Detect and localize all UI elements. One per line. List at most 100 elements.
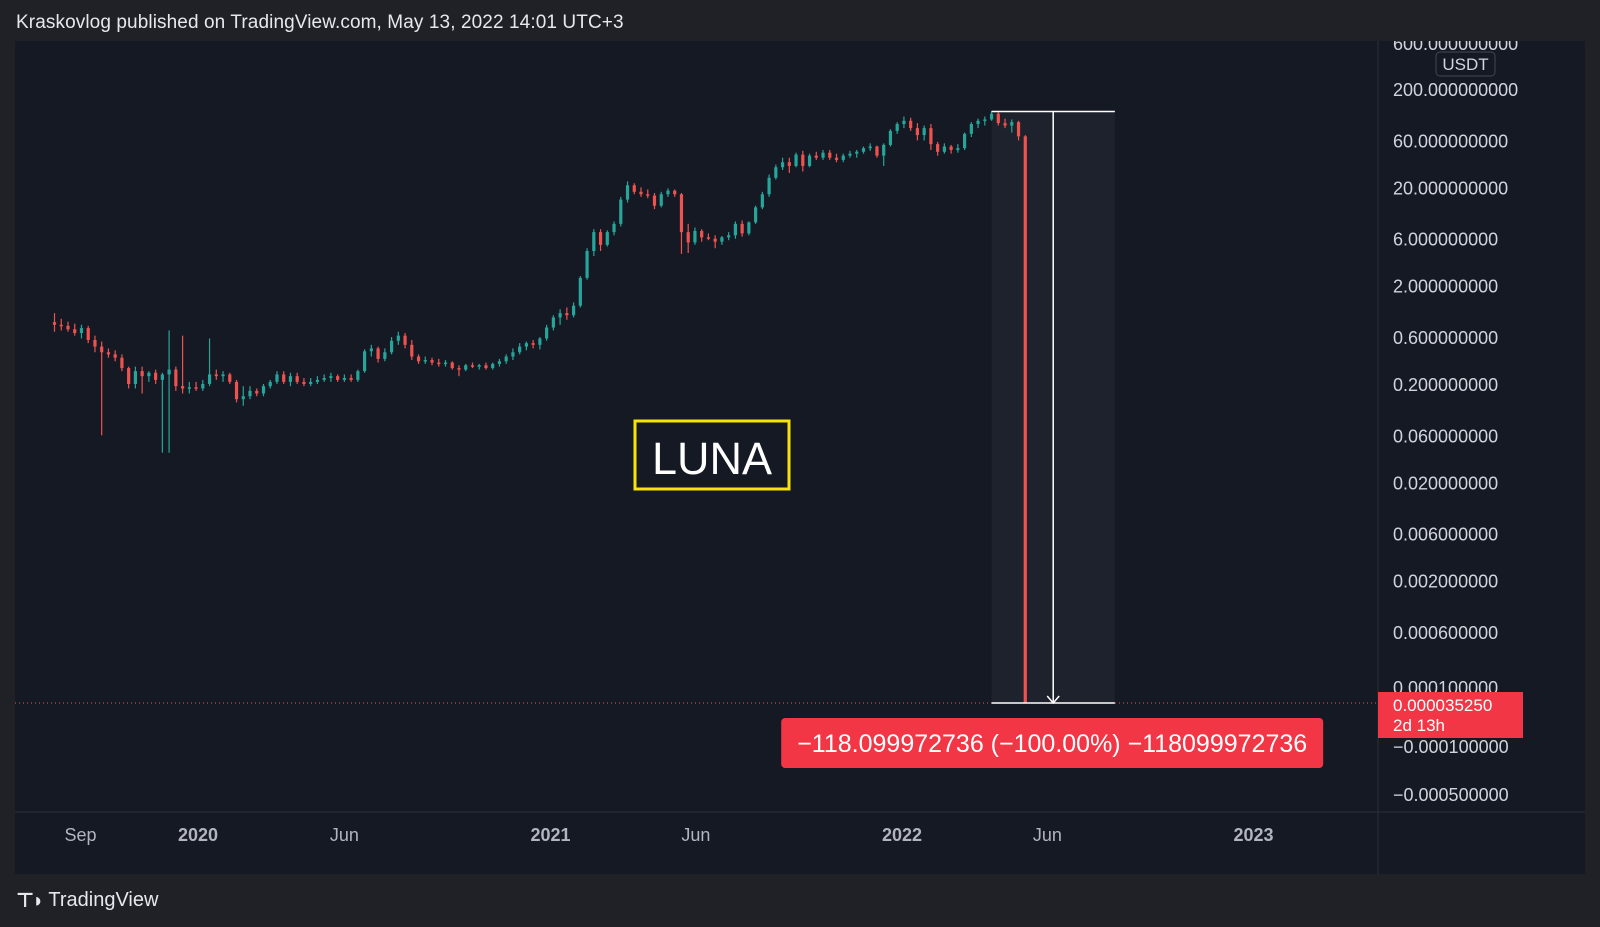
candle[interactable] xyxy=(814,151,818,160)
candle[interactable] xyxy=(201,379,205,391)
candle[interactable] xyxy=(147,371,151,382)
candle[interactable] xyxy=(956,144,960,153)
candle[interactable] xyxy=(140,366,144,394)
candle[interactable] xyxy=(255,388,259,397)
price-scale[interactable]: 600.000000000 200.000000000 60.000000000 20… xyxy=(1378,41,1523,805)
candle[interactable] xyxy=(679,193,684,254)
candle[interactable] xyxy=(571,302,576,318)
candle[interactable] xyxy=(834,153,839,163)
candle[interactable] xyxy=(821,149,825,160)
candle[interactable] xyxy=(531,339,535,349)
candle[interactable] xyxy=(518,343,522,355)
candle[interactable] xyxy=(100,341,104,436)
candle[interactable] xyxy=(180,335,185,394)
candle[interactable] xyxy=(807,153,812,168)
candle[interactable] xyxy=(174,366,178,391)
candle[interactable] xyxy=(389,337,394,355)
candle[interactable] xyxy=(538,337,542,350)
candle[interactable] xyxy=(207,338,212,387)
candle[interactable] xyxy=(342,374,346,382)
candle[interactable] xyxy=(652,193,657,210)
candle[interactable] xyxy=(700,229,704,242)
candle[interactable] xyxy=(949,144,953,154)
candle[interactable] xyxy=(612,221,616,236)
candle[interactable] xyxy=(430,357,434,366)
candle[interactable] xyxy=(1016,120,1021,141)
candle[interactable] xyxy=(194,381,198,391)
candle[interactable] xyxy=(902,116,906,129)
candle[interactable] xyxy=(855,149,859,158)
candle[interactable] xyxy=(423,356,427,364)
candle[interactable] xyxy=(632,183,636,195)
candle[interactable] xyxy=(868,143,872,151)
candle[interactable] xyxy=(248,386,252,400)
time-scale[interactable]: Sep 2020 Jun 2021 Jun 2022 Jun 2023 xyxy=(64,825,1273,845)
candle[interactable] xyxy=(160,372,164,453)
candle[interactable] xyxy=(720,235,724,245)
candle[interactable] xyxy=(727,232,731,241)
candle[interactable] xyxy=(578,276,582,308)
candle[interactable] xyxy=(794,152,798,168)
candle[interactable] xyxy=(268,379,272,389)
candle[interactable] xyxy=(780,157,785,171)
candle[interactable] xyxy=(976,118,980,129)
candle[interactable] xyxy=(747,221,751,236)
candle[interactable] xyxy=(1010,119,1014,133)
candle[interactable] xyxy=(861,146,866,154)
candle[interactable] xyxy=(1003,118,1007,129)
candle[interactable] xyxy=(349,374,353,382)
candle[interactable] xyxy=(598,229,603,252)
candle[interactable] xyxy=(416,354,421,364)
candle[interactable] xyxy=(288,372,293,387)
candle[interactable] xyxy=(983,116,987,126)
candle[interactable] xyxy=(740,220,744,237)
candle[interactable] xyxy=(962,132,967,150)
candle[interactable] xyxy=(787,157,791,173)
candle[interactable] xyxy=(79,324,84,339)
candle[interactable] xyxy=(888,129,893,147)
candle[interactable] xyxy=(639,187,643,197)
candle[interactable] xyxy=(848,150,852,158)
candle[interactable] xyxy=(895,122,899,134)
candle[interactable] xyxy=(922,125,926,141)
candle[interactable] xyxy=(363,349,367,373)
candle[interactable] xyxy=(936,141,940,156)
candle[interactable] xyxy=(470,362,475,369)
candle[interactable] xyxy=(93,335,97,353)
candle[interactable] xyxy=(376,346,380,363)
candle[interactable] xyxy=(767,174,771,197)
candle[interactable] xyxy=(133,366,138,389)
candle[interactable] xyxy=(646,189,650,199)
candle[interactable] xyxy=(275,371,279,384)
candle[interactable] xyxy=(167,330,171,453)
candle[interactable] xyxy=(437,358,441,367)
candle[interactable] xyxy=(120,354,124,372)
tradingview-brand[interactable]: ⊤◗ TradingView xyxy=(16,888,158,913)
candle[interactable] xyxy=(841,153,845,163)
candle[interactable] xyxy=(969,122,973,137)
candle[interactable] xyxy=(329,372,333,382)
candle[interactable] xyxy=(228,372,232,384)
candle[interactable] xyxy=(322,374,326,382)
candle[interactable] xyxy=(625,181,630,203)
candle[interactable] xyxy=(443,360,448,367)
candle[interactable] xyxy=(551,315,555,331)
candle[interactable] xyxy=(261,383,266,397)
candle[interactable] xyxy=(686,223,690,253)
candle[interactable] xyxy=(73,323,77,336)
candle[interactable] xyxy=(450,361,454,370)
candle[interactable] xyxy=(59,318,63,331)
candle[interactable] xyxy=(369,344,373,357)
candle[interactable] xyxy=(66,321,70,332)
candle[interactable] xyxy=(457,365,461,377)
candle[interactable] xyxy=(733,221,737,239)
candle[interactable] xyxy=(774,164,778,180)
candle[interactable] xyxy=(673,189,677,197)
candle[interactable] xyxy=(336,374,340,382)
candle[interactable] xyxy=(295,372,299,384)
candle[interactable] xyxy=(801,150,805,172)
candle[interactable] xyxy=(403,332,407,349)
candle[interactable] xyxy=(464,363,468,372)
candle[interactable] xyxy=(241,386,245,406)
candle[interactable] xyxy=(605,230,609,247)
